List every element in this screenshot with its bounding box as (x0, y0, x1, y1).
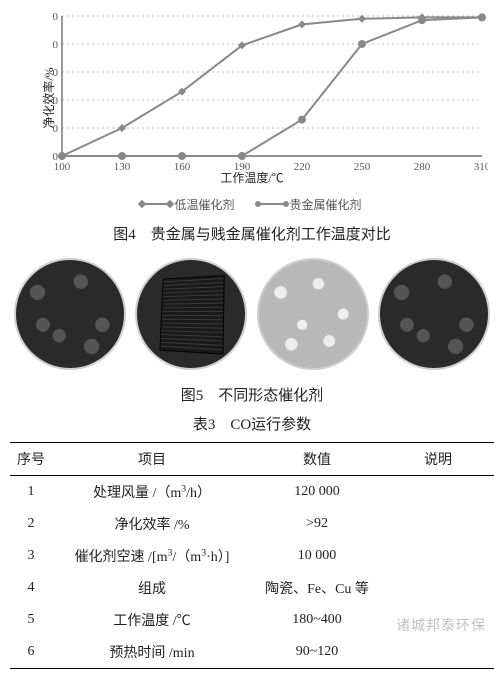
page: 净化效率/% 020406080100100130160190220250280… (0, 0, 504, 683)
cell-value: >92 (252, 508, 382, 540)
figure-5-photo-row (10, 252, 494, 376)
svg-text:100: 100 (52, 12, 59, 23)
svg-text:60: 60 (52, 67, 59, 79)
catalyst-photo-4 (378, 258, 490, 370)
svg-text:100: 100 (54, 161, 71, 170)
cell-note (382, 540, 494, 572)
cell-note (382, 604, 494, 636)
cell-item: 净化效率 /% (52, 508, 252, 540)
col-no: 序号 (10, 442, 52, 475)
svg-text:310: 310 (474, 161, 488, 170)
cell-item: 组成 (52, 572, 252, 604)
cell-note (382, 636, 494, 669)
legend-item-noble-metal: 贵金属催化剂 (258, 196, 362, 213)
table-3: 序号 项目 数值 说明 1处理风量 /（m3/h）120 0002净化效率 /%… (10, 442, 494, 669)
col-item: 项目 (52, 442, 252, 475)
svg-text:130: 130 (114, 161, 131, 170)
cell-no: 5 (10, 604, 52, 636)
legend-label: 贵金属催化剂 (290, 196, 362, 213)
figure-4-chart: 净化效率/% 020406080100100130160190220250280… (16, 8, 488, 188)
chart-legend: 低温催化剂 贵金属催化剂 (10, 194, 494, 213)
table-body: 1处理风量 /（m3/h）120 0002净化效率 /%>923催化剂空速 /[… (10, 475, 494, 668)
table-row: 5工作温度 /℃180~400 (10, 604, 494, 636)
cell-value: 120 000 (252, 475, 382, 508)
cell-note (382, 508, 494, 540)
cell-no: 2 (10, 508, 52, 540)
cell-no: 3 (10, 540, 52, 572)
catalyst-photo-2 (135, 258, 247, 370)
legend-marker-circle (258, 203, 286, 205)
legend-item-low-temp: 低温催化剂 (142, 196, 234, 213)
svg-text:20: 20 (52, 123, 59, 135)
catalyst-photo-3 (257, 258, 369, 370)
cell-item: 预热时间 /min (52, 636, 252, 669)
cell-item: 催化剂空速 /[m3/（m3·h）] (52, 540, 252, 572)
svg-text:280: 280 (414, 161, 431, 170)
cell-no: 1 (10, 475, 52, 508)
cell-value: 陶瓷、Fe、Cu 等 (252, 572, 382, 604)
svg-text:40: 40 (52, 95, 59, 107)
cell-value: 90~120 (252, 636, 382, 669)
cell-item: 工作温度 /℃ (52, 604, 252, 636)
svg-text:220: 220 (294, 161, 311, 170)
svg-text:250: 250 (354, 161, 371, 170)
col-note: 说明 (382, 442, 494, 475)
table-row: 6预热时间 /min90~120 (10, 636, 494, 669)
table-row: 1处理风量 /（m3/h）120 000 (10, 475, 494, 508)
cell-value: 10 000 (252, 540, 382, 572)
x-axis-label: 工作温度/℃ (220, 169, 283, 186)
legend-label: 低温催化剂 (174, 196, 234, 213)
svg-text:80: 80 (52, 39, 59, 51)
figure-5-caption: 图5 不同形态催化剂 (10, 384, 494, 405)
legend-marker-diamond (142, 203, 170, 205)
monolith-icon (160, 274, 225, 354)
catalyst-photo-1 (14, 258, 126, 370)
table-row: 4组成陶瓷、Fe、Cu 等 (10, 572, 494, 604)
table-3-title: 表3 CO运行参数 (10, 413, 494, 434)
cell-note (382, 475, 494, 508)
cell-no: 4 (10, 572, 52, 604)
chart-svg: 020406080100100130160190220250280310 (52, 12, 488, 170)
cell-value: 180~400 (252, 604, 382, 636)
svg-text:160: 160 (174, 161, 191, 170)
table-row: 2净化效率 /%>92 (10, 508, 494, 540)
figure-4-caption: 图4 贵金属与贱金属催化剂工作温度对比 (10, 223, 494, 244)
cell-note (382, 572, 494, 604)
table-row: 3催化剂空速 /[m3/（m3·h）]10 000 (10, 540, 494, 572)
cell-item: 处理风量 /（m3/h） (52, 475, 252, 508)
col-value: 数值 (252, 442, 382, 475)
cell-no: 6 (10, 636, 52, 669)
table-header-row: 序号 项目 数值 说明 (10, 442, 494, 475)
